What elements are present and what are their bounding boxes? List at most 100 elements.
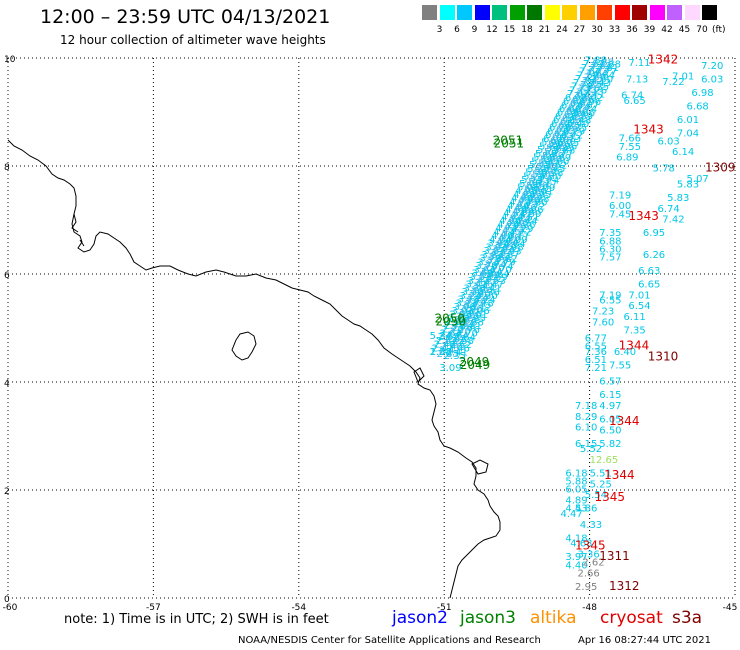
track-value: 4.22 [509,228,531,239]
track-value: 5.60 [547,157,569,168]
pass-label: 1312 [609,579,640,593]
track-value: 4.44 [515,216,537,227]
track-value: 7.64 [593,71,615,82]
track-value: 2.41 [439,345,461,356]
track-value: 4.59 [505,205,527,216]
track-value: 2.58 [452,336,474,347]
track-value: 6.22 [547,126,569,137]
lon-tick-label: -54 [291,603,306,613]
track-value: 4.63 [570,539,592,550]
track-value: 5.51 [590,469,612,480]
track-value: 7.88 [592,57,614,68]
track-value: 3.74 [491,261,513,272]
track-value: 4.66 [514,203,536,214]
pass-label: 1343 [633,123,664,137]
satellite-name: cryosat [600,608,663,628]
track-value: 3.70 [482,263,504,274]
track-value: 4.29 [511,224,533,235]
legend-swatch [667,5,682,20]
pass-label: 1310 [648,349,679,363]
track-value: 3.41 [465,280,487,291]
track-value: 2.88 [462,317,484,328]
track-value: 3.82 [481,250,503,261]
track-value: 2.52 [450,340,472,351]
track-value: 6.95 [643,228,665,239]
track-value: 6.01 [677,115,699,126]
track-value: 4.51 [517,213,539,224]
track-value: 7.21 [585,363,607,374]
track-value: 6.63 [638,266,660,277]
track-value: 7.50 [584,72,606,83]
track-value: 7.64 [586,69,608,80]
track-value: 2.46 [441,342,463,353]
track-value: 6.14 [672,147,694,158]
track-value: 6.10 [575,423,597,434]
track-value: 4.22 [495,224,517,235]
track-value: 5.34 [430,331,452,342]
pass-label: 2050 [436,315,467,329]
track-value: 7.43 [589,78,611,89]
track-value: 6.05 [565,485,587,496]
track-value: 7.50 [591,74,613,85]
track-value: 5.69 [542,151,564,162]
track-value: 5.54 [585,490,607,501]
track-value: 5.96 [548,140,570,151]
track-value: 12.65 [590,455,619,466]
satellite-name: jason2 [392,608,448,628]
island-outline-2 [471,459,489,475]
lat-tick-label: 2 [4,487,10,497]
legend-label: 3 [436,25,443,35]
track-value: 6.87 [577,101,599,112]
track-value: 3.30 [461,287,483,298]
track-value: 5.09 [519,179,541,190]
track-value: 6.29 [549,123,571,134]
track-value: 6.26 [643,250,665,261]
credit-line: NOAA/NESDIS Center for Satellite Applica… [238,635,541,646]
track-value: 4.36 [513,220,535,231]
track-value: 3.98 [487,239,509,250]
track-value: 4.51 [510,211,532,222]
track-value: 7.11 [569,85,591,96]
track-value: 7.22 [662,77,684,88]
track-value: 3.06 [454,302,476,313]
track-value: 7.35 [624,325,646,336]
track-value: 3.93 [492,244,514,255]
point-value-labels: 7.11 7.20 7.13 7.01 6.03 7.22 6.74 6.98 6.65 6.68… [430,58,724,593]
track-value: 7.36 [585,347,607,358]
track-value: 6.48 [555,111,577,122]
legend-label: 12 [486,25,498,35]
track-value: 4.17 [507,231,529,242]
legend-swatch [422,5,437,20]
track-value: 7.55 [609,361,631,372]
track-value: 3.74 [477,257,499,268]
track-value: 6.59 [571,112,593,123]
track-value: 3.24 [466,293,488,304]
track-value: 6.05 [599,415,621,426]
track-value: 2.35 [430,347,452,358]
track-value: 3.97 [565,552,587,563]
track-value: 6.87 [563,97,585,108]
track-value: 5.38 [541,168,563,179]
track-value: 4.04 [489,235,511,246]
lat-tick-label: 8 [4,163,10,173]
track-value: 6.05 [543,134,565,145]
track-value: 6.29 [563,127,585,138]
jason3-track-values: 7.887.817.777.647.507.437.357.267.117.02… [430,55,621,362]
track-value: 3.41 [472,282,494,293]
track-value: 4.04 [496,237,518,248]
track-value: 6.15 [599,390,621,401]
track-value: 7.19 [609,190,631,201]
track-value: 6.29 [556,125,578,136]
track-value: 4.95 [529,190,551,201]
track-value: 6.48 [569,115,591,126]
legend-swatch [492,5,507,20]
legend-label: 39 [643,25,656,35]
track-value: 2.95 [450,310,472,321]
track-value: 4.04 [503,239,525,250]
track-value: 2.52 [436,336,458,347]
track-value: 7.23 [592,307,614,318]
track-value: 2.95 [464,314,486,325]
track-value: 3.87 [483,246,505,257]
track-value: 3.59 [485,272,507,283]
track-value: 3.53 [483,276,505,287]
